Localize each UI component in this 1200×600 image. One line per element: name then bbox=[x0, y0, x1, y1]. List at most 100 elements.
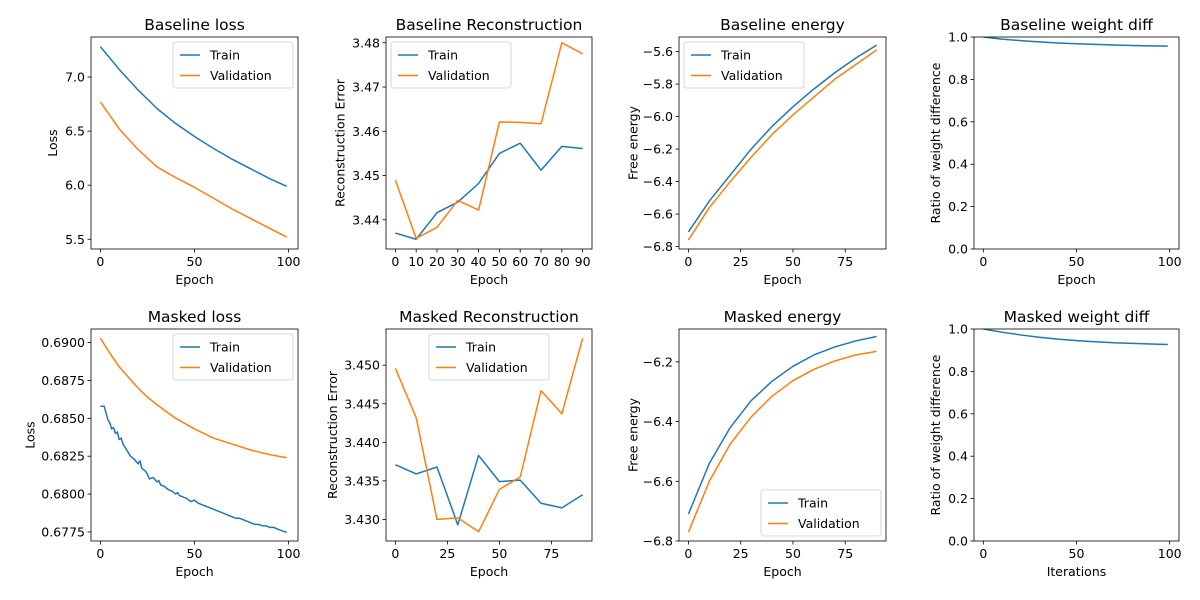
y-tick-label: 0.6850 bbox=[41, 411, 85, 426]
legend-label: Validation bbox=[210, 68, 272, 83]
x-tick-label: 20 bbox=[429, 254, 445, 269]
legend-label: Validation bbox=[466, 360, 528, 375]
y-tick-label: 3.45 bbox=[352, 168, 380, 183]
y-tick-label: 0.4 bbox=[948, 157, 968, 172]
x-tick-label: 100 bbox=[277, 254, 301, 269]
y-tick-label: 3.48 bbox=[352, 35, 380, 50]
x-axis-label: Epoch bbox=[470, 272, 508, 287]
x-tick-label: 0 bbox=[684, 254, 692, 269]
x-axis-label: Epoch bbox=[763, 272, 801, 287]
legend: Train Validation bbox=[428, 333, 550, 381]
legend-frame bbox=[172, 41, 294, 89]
legend-label: Validation bbox=[798, 516, 860, 531]
y-tick-label: 0.6875 bbox=[41, 373, 85, 388]
y-tick-label: 1.0 bbox=[948, 30, 968, 45]
subplot-7: 0 25 50 75 −6.8 −6.6 −6.4 −6.2 Masked energy Epoc… bbox=[625, 308, 887, 579]
y-tick-label: −6.4 bbox=[643, 174, 673, 189]
series-line-train bbox=[395, 142, 583, 241]
y-axis-label: Loss bbox=[23, 421, 38, 448]
y-tick-label: 6.5 bbox=[65, 124, 85, 139]
y-tick-label: 0.6 bbox=[948, 406, 968, 421]
y-tick-label: 1.0 bbox=[948, 322, 968, 337]
y-axis-label: Ratio of weight difference bbox=[928, 62, 943, 223]
subplot-4: 0 50 100 0.0 0.2 0.4 0.6 0.8 1.0 Baseline weight … bbox=[928, 16, 1182, 287]
x-tick-label: 50 bbox=[785, 546, 801, 561]
legend-label: Validation bbox=[721, 68, 783, 83]
axes-frame bbox=[973, 36, 1180, 250]
y-axis-label: Ratio of weight difference bbox=[928, 354, 943, 515]
x-tick-label: 100 bbox=[277, 546, 301, 561]
x-tick-label: 50 bbox=[187, 546, 203, 561]
series-line-validation bbox=[99, 101, 288, 238]
legend: Train Validation bbox=[390, 41, 512, 89]
legend-frame bbox=[172, 333, 294, 381]
chart-title: Masked loss bbox=[148, 308, 242, 326]
series-line-validation bbox=[687, 49, 878, 241]
x-tick-label: 0 bbox=[979, 546, 987, 561]
chart-title: Masked Reconstruction bbox=[399, 308, 579, 326]
y-tick-label: 3.47 bbox=[352, 80, 380, 95]
x-tick-label: 0 bbox=[96, 546, 104, 561]
y-tick-label: 0.2 bbox=[948, 199, 968, 214]
y-tick-label: 3.445 bbox=[344, 396, 380, 411]
y-tick-label: 3.44 bbox=[352, 212, 380, 227]
series-line-train bbox=[687, 335, 877, 515]
legend-frame bbox=[760, 489, 882, 537]
series-line-main bbox=[983, 37, 1168, 47]
y-tick-label: 0.6 bbox=[948, 114, 968, 129]
x-tick-label: 0 bbox=[684, 546, 692, 561]
legend-frame bbox=[683, 41, 805, 89]
y-tick-label: 7.0 bbox=[65, 70, 85, 85]
y-tick-label: −6.4 bbox=[643, 414, 673, 429]
series-line-validation bbox=[394, 42, 583, 240]
y-tick-label: −6.8 bbox=[643, 239, 673, 254]
series-line-validation bbox=[687, 350, 877, 533]
legend-frame bbox=[428, 333, 550, 381]
x-tick-label: 50 bbox=[785, 254, 801, 269]
x-axis-label: Epoch bbox=[763, 564, 801, 579]
y-tick-label: 0.0 bbox=[948, 534, 968, 549]
axes-frame bbox=[973, 328, 1180, 542]
legend: Train Validation bbox=[172, 41, 294, 89]
x-axis-label: Epoch bbox=[175, 272, 213, 287]
y-tick-label: 0.8 bbox=[948, 72, 968, 87]
axes-frame bbox=[385, 36, 593, 250]
y-tick-label: 3.440 bbox=[344, 435, 380, 450]
x-tick-label: 0 bbox=[96, 254, 104, 269]
y-tick-label: −5.6 bbox=[643, 44, 673, 59]
x-tick-label: 25 bbox=[733, 254, 749, 269]
subplot-5: 0 50 100 0.6775 0.6800 0.6825 0.6850 0.6875 0.69… bbox=[23, 308, 301, 579]
subplot-3: 0 25 50 75 −6.8 −6.6 −6.4 −6.2 −6.0 −5.8 −5.6 Basel… bbox=[625, 16, 887, 287]
x-tick-label: 0 bbox=[979, 254, 987, 269]
y-tick-label: 6.0 bbox=[65, 178, 85, 193]
chart-title: Masked energy bbox=[724, 308, 842, 326]
legend-label: Train bbox=[427, 48, 458, 63]
chart-title: Baseline weight diff bbox=[1000, 16, 1153, 34]
legend-label: Train bbox=[465, 340, 496, 355]
x-tick-label: 60 bbox=[512, 254, 528, 269]
y-axis-label: Reconstruction Error bbox=[332, 78, 347, 207]
y-tick-label: 5.5 bbox=[65, 232, 85, 247]
y-tick-label: −6.0 bbox=[643, 109, 673, 124]
x-tick-label: 75 bbox=[543, 546, 559, 561]
axes-frame bbox=[678, 328, 887, 542]
series-line-validation bbox=[394, 338, 584, 533]
x-axis-label: Epoch bbox=[470, 564, 508, 579]
x-tick-label: 30 bbox=[450, 254, 466, 269]
x-axis-label: Epoch bbox=[1057, 272, 1095, 287]
subplot-8: 0 50 100 0.0 0.2 0.4 0.6 0.8 1.0 Masked weight di… bbox=[928, 308, 1182, 579]
x-axis-label: Epoch bbox=[175, 564, 213, 579]
x-tick-label: 50 bbox=[491, 254, 507, 269]
x-tick-label: 50 bbox=[1069, 546, 1085, 561]
x-tick-label: 50 bbox=[491, 546, 507, 561]
x-tick-label: 0 bbox=[391, 254, 399, 269]
x-tick-label: 50 bbox=[187, 254, 203, 269]
legend-label: Train bbox=[797, 496, 828, 511]
legend-frame bbox=[390, 41, 512, 89]
y-tick-label: 0.0 bbox=[948, 242, 968, 257]
x-tick-label: 80 bbox=[554, 254, 570, 269]
legend-label: Train bbox=[720, 48, 751, 63]
x-tick-label: 75 bbox=[837, 254, 853, 269]
legend-label: Validation bbox=[210, 360, 272, 375]
